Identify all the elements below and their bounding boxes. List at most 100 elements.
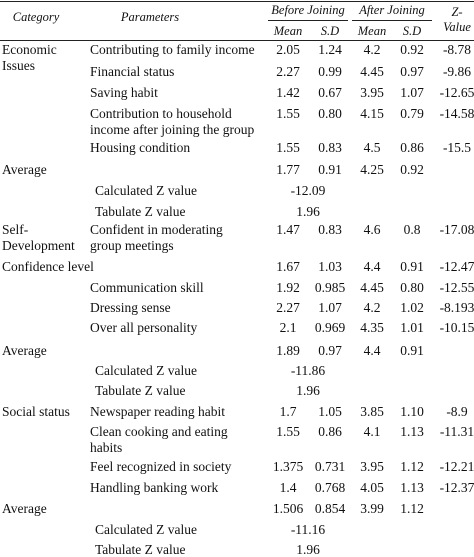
- cell-before-mean: 2.1: [279, 320, 297, 335]
- cell-before-mean: 1.506: [272, 501, 304, 516]
- cell-before-mean: 1.42: [276, 85, 300, 100]
- cell-before-mean: 1.67: [276, 259, 300, 274]
- cell-z-value: -8.78: [442, 42, 472, 57]
- cell-before-sd: 0.91: [318, 162, 342, 177]
- cell-after-mean: 4.4: [363, 343, 381, 358]
- cell-before-sd: 0.854: [314, 501, 346, 516]
- cell-z-value: -8.193: [439, 300, 474, 315]
- parameter: Over all personality: [90, 320, 198, 335]
- cell-before-sd: 0.768: [314, 480, 346, 495]
- cell-after-mean: 4.2: [363, 42, 381, 57]
- cell-after-sd: 0.91: [400, 343, 424, 358]
- cell-after-mean: 4.4: [363, 259, 381, 274]
- cell-before-sd: 0.80: [318, 106, 342, 121]
- parameter: Financial status: [90, 64, 175, 79]
- before-rule: [268, 20, 348, 21]
- category: Self-: [2, 222, 29, 237]
- parameter: Contribution to household: [90, 106, 232, 121]
- parameter: Contributing to family income: [90, 42, 255, 57]
- header-z: Z-: [451, 5, 463, 19]
- cell-after-sd: 1.10: [400, 404, 424, 419]
- cell-before-sd: 1.03: [318, 259, 342, 274]
- cell-z-value: -10.15: [439, 320, 474, 335]
- cell-before-sd: 0.86: [318, 424, 342, 439]
- cell-before-mean: 2.27: [276, 64, 300, 79]
- cell-after-sd: 1.12: [400, 501, 424, 516]
- parameter: Housing condition: [90, 140, 191, 155]
- cell-before-sd: 0.67: [318, 85, 342, 100]
- parameter: group meetings: [90, 238, 174, 253]
- cell-z-value: -8.9: [446, 404, 468, 419]
- category: Development: [2, 238, 75, 253]
- category: Confidence level: [2, 259, 94, 274]
- cell-before-mean: 2.05: [276, 42, 300, 57]
- cell-after-sd: 0.92: [400, 162, 424, 177]
- cell-before-sd: 0.83: [318, 222, 342, 237]
- category: Average: [2, 162, 47, 177]
- parameter: Clean cooking and eating: [90, 424, 228, 439]
- cell-after-mean: 3.99: [360, 501, 384, 516]
- parameter: Calculated Z value: [95, 363, 197, 378]
- cell-before-mean: 1.77: [276, 162, 300, 177]
- cell-combined: 1.96: [296, 204, 320, 219]
- cell-after-sd: 1.12: [400, 459, 424, 474]
- cell-after-sd: 1.13: [400, 480, 424, 495]
- cell-z-value: -17.08: [439, 222, 474, 237]
- header-before: Before Joining: [271, 3, 345, 17]
- cell-before-sd: 0.969: [314, 320, 346, 335]
- cell-after-mean: 4.45: [360, 280, 384, 295]
- cell-before-mean: 1.4: [279, 480, 297, 495]
- parameter: habits: [90, 440, 123, 455]
- header-sd: S.D: [320, 24, 340, 38]
- parameter: Tabulate Z value: [95, 542, 186, 557]
- parameter: Newspaper reading habit: [90, 404, 225, 419]
- cell-after-mean: 4.45: [360, 64, 384, 79]
- category: Average: [2, 343, 47, 358]
- cell-combined: 1.96: [296, 383, 320, 398]
- cell-combined: -11.16: [290, 522, 326, 537]
- parameter: Calculated Z value: [95, 522, 197, 537]
- cell-z-value: -12.21: [439, 459, 474, 474]
- parameter: income after joining the group: [90, 122, 255, 137]
- cell-before-sd: 0.985: [314, 280, 346, 295]
- header-sd: S.D: [402, 24, 422, 38]
- cell-before-mean: 1.55: [276, 106, 300, 121]
- cell-before-mean: 1.47: [276, 222, 300, 237]
- cell-combined: 1.96: [296, 542, 320, 557]
- cell-after-mean: 3.95: [360, 459, 384, 474]
- cell-after-sd: 0.92: [400, 42, 424, 57]
- cell-after-mean: 4.2: [363, 300, 381, 315]
- cell-z-value: -15.5: [442, 140, 472, 155]
- cell-combined: -12.09: [290, 183, 326, 198]
- parameter: Handling banking work: [90, 480, 219, 495]
- cell-z-value: -12.65: [439, 85, 474, 100]
- cell-before-sd: 1.05: [318, 404, 342, 419]
- cell-after-sd: 0.79: [400, 106, 424, 121]
- cell-z-value: -12.37: [439, 480, 474, 495]
- header-category: Category: [12, 10, 60, 24]
- cell-before-sd: 1.24: [318, 42, 342, 57]
- cell-before-mean: 1.55: [276, 424, 300, 439]
- parameter: Tabulate Z value: [95, 383, 186, 398]
- cell-after-mean: 3.95: [360, 85, 384, 100]
- cell-after-mean: 3.85: [360, 404, 384, 419]
- cell-before-sd: 0.99: [318, 64, 342, 79]
- cell-after-sd: 0.97: [400, 64, 424, 79]
- cell-after-sd: 1.13: [400, 424, 424, 439]
- parameter: Dressing sense: [90, 300, 171, 315]
- cell-before-mean: 1.89: [276, 343, 300, 358]
- cell-after-sd: 1.01: [400, 320, 424, 335]
- parameter: Calculated Z value: [95, 183, 197, 198]
- category: Social status: [2, 404, 70, 419]
- cell-before-sd: 0.83: [318, 140, 342, 155]
- cell-after-sd: 1.07: [400, 85, 424, 100]
- cell-after-mean: 4.6: [363, 222, 381, 237]
- parameter: Tabulate Z value: [95, 204, 186, 219]
- cell-before-sd: 1.07: [318, 300, 342, 315]
- parameter: Communication skill: [90, 280, 204, 295]
- parameter: Confident in moderating: [90, 222, 223, 237]
- cell-before-mean: 1.55: [276, 140, 300, 155]
- cell-after-mean: 4.05: [360, 480, 384, 495]
- cell-after-sd: 0.8: [403, 222, 421, 237]
